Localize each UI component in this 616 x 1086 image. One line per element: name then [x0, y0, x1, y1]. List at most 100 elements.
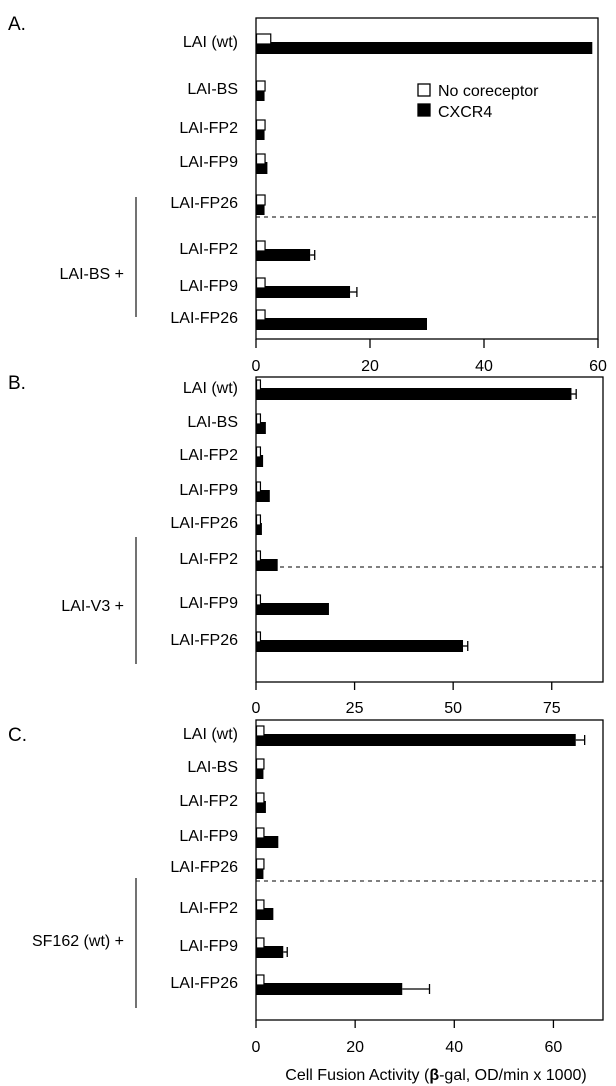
x-tick-label: 75: [543, 700, 561, 717]
group-label: LAI-BS +: [60, 266, 124, 283]
bar-cxcr4: [256, 640, 464, 652]
bar-no-coreceptor: [255, 514, 262, 526]
bar-cxcr4: [256, 455, 264, 467]
category-label: LAI-FP26: [170, 632, 238, 649]
category-label: LAI-FP26: [170, 310, 238, 327]
bar-no-coreceptor: [255, 937, 265, 949]
panel-letter: A.: [8, 14, 26, 35]
category-label: LAI-FP9: [179, 828, 238, 845]
bar-cxcr4: [256, 983, 403, 995]
bar-cxcr4: [256, 203, 265, 215]
legend-label-no-coreceptor: No coreceptor: [438, 83, 539, 100]
bar-cxcr4: [256, 734, 576, 746]
bar-no-coreceptor: [255, 758, 265, 770]
x-tick-label: 60: [589, 358, 607, 375]
bar-cxcr4: [256, 162, 268, 174]
x-axis-label-prefix: Cell Fusion Activity (: [285, 1067, 430, 1084]
x-tick-label: 0: [252, 1039, 261, 1056]
legend-swatch-cxcr4: [417, 103, 431, 117]
category-label: LAI-FP26: [170, 859, 238, 876]
bar-no-coreceptor: [255, 379, 262, 391]
bar-cxcr4: [256, 801, 266, 813]
category-label: LAI-FP2: [179, 900, 238, 917]
x-tick-label: 60: [545, 1039, 563, 1056]
bar-no-coreceptor: [255, 33, 272, 45]
bar-cxcr4: [256, 286, 351, 298]
bar-cxcr4: [256, 523, 262, 535]
x-tick-label: 0: [252, 358, 261, 375]
x-tick-label: 0: [252, 700, 261, 717]
x-tick-label: 25: [346, 700, 364, 717]
bar-no-coreceptor: [255, 119, 266, 131]
bar-cxcr4: [256, 249, 311, 261]
bar-no-coreceptor: [255, 153, 266, 165]
category-label: LAI-FP9: [179, 595, 238, 612]
legend-swatch-no-coreceptor: [417, 83, 431, 97]
bar-cxcr4: [256, 490, 270, 502]
category-label: LAI-FP2: [179, 120, 238, 137]
plot-frame: [255, 17, 599, 340]
category-label: LAI-FP9: [179, 154, 238, 171]
x-tick-label: 40: [475, 358, 493, 375]
bar-no-coreceptor: [255, 792, 265, 804]
bar-no-coreceptor: [255, 899, 265, 911]
category-label: LAI-FP9: [179, 278, 238, 295]
bar-no-coreceptor: [255, 240, 266, 252]
bar-no-coreceptor: [255, 550, 262, 562]
bar-no-coreceptor: [255, 631, 262, 643]
panel-letter: B.: [8, 373, 26, 394]
x-tick-label: 40: [445, 1039, 463, 1056]
category-label: LAI-BS: [187, 414, 238, 431]
category-label: LAI-FP2: [179, 241, 238, 258]
bar-no-coreceptor: [255, 725, 265, 737]
chart-panel-b: B. 0 25 50 75 LAI-V3 + LAI (wt) LAI-BS LAI-FP2 LA…: [8, 373, 604, 717]
category-label: LAI-FP26: [170, 515, 238, 532]
bar-cxcr4: [256, 867, 264, 879]
bar-cxcr4: [256, 318, 427, 330]
bar-cxcr4: [256, 603, 329, 615]
bar-no-coreceptor: [255, 194, 266, 206]
category-label: LAI (wt): [183, 380, 238, 397]
x-tick-label: 20: [361, 358, 379, 375]
group-label: SF162 (wt) +: [32, 933, 124, 950]
panel-letter: C.: [8, 725, 27, 746]
legend-label-cxcr4: CXCR4: [438, 104, 492, 121]
chart-panel-c: C. 0 20 40 60 SF162 (wt) + LAI (wt) LAI-BS LAI-F…: [8, 719, 604, 1056]
x-tick-label: 50: [444, 700, 462, 717]
category-label: LAI-FP2: [179, 551, 238, 568]
plot-frame: [255, 376, 604, 683]
category-label: LAI-BS: [187, 759, 238, 776]
bar-cxcr4: [256, 422, 266, 434]
bar-no-coreceptor: [255, 446, 262, 458]
plot-frame: [255, 719, 604, 1021]
category-label: LAI (wt): [183, 34, 238, 51]
group-label: LAI-V3 +: [61, 598, 124, 615]
legend: No coreceptor CXCR4: [417, 83, 539, 121]
category-label: LAI-FP9: [179, 938, 238, 955]
bar-cxcr4: [256, 89, 265, 101]
x-axis-label-suffix: -gal, OD/min x 1000): [439, 1067, 587, 1084]
bar-no-coreceptor: [255, 277, 266, 289]
category-label: LAI-FP2: [179, 447, 238, 464]
bar-cxcr4: [256, 908, 274, 920]
bar-no-coreceptor: [255, 481, 262, 493]
bar-cxcr4: [256, 42, 593, 54]
chart-panel-a: A. 0 20 40 60 LAI-BS + LAI (wt) LAI-BS LAI-FP2 LA…: [8, 14, 607, 375]
bar-no-coreceptor: [255, 858, 265, 870]
bar-no-coreceptor: [255, 594, 262, 606]
x-axis-label-beta: β: [429, 1067, 439, 1084]
bar-no-coreceptor: [255, 80, 266, 92]
bar-no-coreceptor: [255, 413, 262, 425]
category-label: LAI-FP2: [179, 793, 238, 810]
category-label: LAI-FP26: [170, 975, 238, 992]
category-label: LAI-FP9: [179, 482, 238, 499]
bar-cxcr4: [256, 946, 284, 958]
bar-cxcr4: [256, 767, 264, 779]
bar-cxcr4: [256, 128, 265, 140]
bar-cxcr4: [256, 836, 279, 848]
bar-cxcr4: [256, 559, 278, 571]
category-label: LAI (wt): [183, 726, 238, 743]
bar-no-coreceptor: [255, 974, 265, 986]
x-axis-label: Cell Fusion Activity (β-gal, OD/min x 10…: [285, 1067, 586, 1084]
